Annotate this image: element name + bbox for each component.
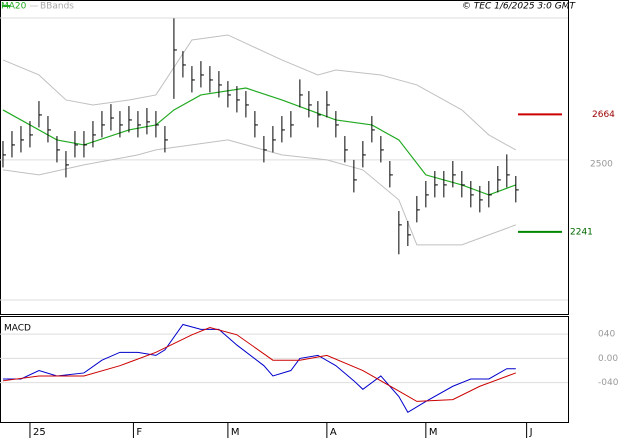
level-label: 2241	[570, 227, 593, 237]
price-panel	[0, 0, 569, 315]
macd-title: MACD	[4, 324, 31, 334]
x-tick-label: 25	[33, 427, 46, 438]
indicator-line	[2, 139, 516, 246]
y-tick-label: 040	[598, 330, 615, 340]
legend-label: BBands	[40, 2, 74, 12]
x-tick-label: A	[330, 427, 337, 438]
x-tick-label: M	[429, 427, 438, 438]
indicator-line	[2, 34, 517, 151]
macd-panel	[0, 316, 569, 423]
legend-label: MA20	[1, 2, 27, 12]
annotation: © TEC 1/6/2025 3:0 GMT	[462, 2, 577, 12]
indicator-line	[2, 87, 517, 196]
y-tick-label: 0.00	[598, 354, 618, 364]
x-tick-label: J	[529, 427, 533, 438]
y-tick-label: -040	[598, 378, 619, 388]
x-tick-label: F	[136, 427, 142, 438]
x-tick-label: M	[231, 427, 240, 438]
y-tick-label: 2500	[590, 159, 613, 169]
macd-line	[2, 326, 516, 402]
level-label: 2664	[592, 110, 615, 120]
